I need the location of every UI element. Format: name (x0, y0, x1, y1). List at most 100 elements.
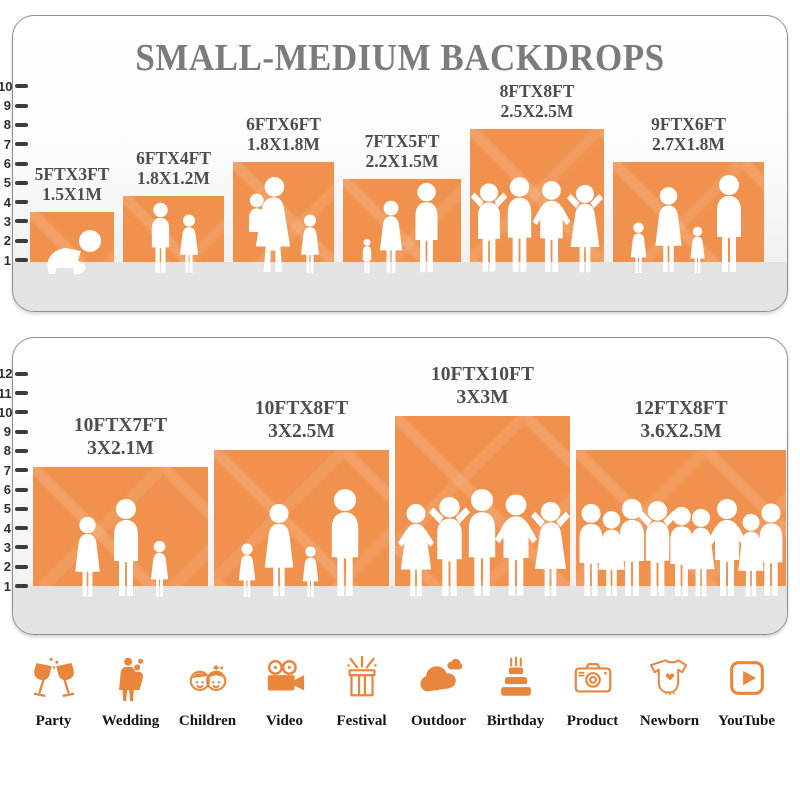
backdrop-rect (233, 162, 334, 262)
floor-strip (13, 586, 787, 634)
ruler-tick-dash (15, 200, 28, 205)
backdrop-block-10ftx8ft: 10FTX8FT 3X2.5M (214, 397, 389, 586)
category-party: Party (15, 655, 92, 730)
category-label: Product (566, 713, 619, 729)
category-birthday: Birthday (477, 655, 554, 730)
birthday-icon (500, 656, 531, 696)
ruler-tick: 6 (0, 156, 28, 171)
silhouette-group (343, 182, 461, 274)
backdrop-rect (395, 416, 570, 586)
girl-dress-silhouette (298, 214, 322, 274)
ruler-tick-dash (15, 142, 28, 147)
ruler-tick-number: 6 (3, 482, 11, 497)
ruler-tick-dash (15, 410, 28, 415)
backdrop-size-label: 9FTX6FT 2.7X1.8M (651, 114, 726, 155)
festival-icon (346, 655, 377, 697)
ruler-tick-number: 5 (3, 501, 11, 517)
ruler-tick-dash (15, 219, 28, 224)
backdrop-rect (214, 450, 389, 586)
size-feet: 10FTX10FT (431, 364, 534, 385)
ruler-tick: 3 (0, 541, 28, 554)
ruler-tick-number: 7 (3, 462, 11, 478)
backdrop-block-10ftx7ft: 10FTX7FT 3X2.1M (33, 414, 208, 586)
backdrop-rect (470, 129, 604, 262)
backdrop-size-label: 10FTX7FT 3X2.1M (74, 414, 167, 460)
ruler-top: 1 2 3 4 5 6 7 8 9 10 (0, 15, 30, 312)
ruler-tick-dash (15, 258, 28, 262)
newborn-icon (649, 659, 687, 696)
outdoor-icon (419, 658, 462, 692)
bottom-panel-canvas: 10FTX7FT 3X2.1M 10FTX8FT 3X2.5M 10FTX10FT 3X3… (12, 337, 788, 635)
baby-crawling-silhouette (40, 228, 104, 274)
ruler-tick: 4 (0, 520, 28, 536)
ruler-tick: 1 (0, 578, 28, 594)
ruler-tick: 4 (0, 196, 28, 209)
silhouette-group (30, 228, 114, 274)
backdrop-block-10ftx10ft: 10FTX10FT 3X3M (395, 363, 570, 586)
ruler-tick-dash (15, 103, 28, 108)
ruler-tick-dash (15, 584, 28, 588)
backdrop-rect (33, 467, 208, 586)
category-label: Wedding (101, 713, 160, 729)
woman-holding-child-silhouette (245, 176, 296, 274)
woman-arms-up-silhouette (565, 184, 605, 274)
ruler-tick: 5 (0, 501, 28, 517)
ruler-tick-number: 9 (3, 98, 11, 114)
category-row: Party Wedding (0, 655, 800, 730)
size-feet: 10FTX7FT (73, 415, 168, 436)
size-meters: 2.5X2.5M (500, 101, 574, 122)
silhouette-group (123, 202, 224, 274)
size-meters: 2.7X1.8M (652, 134, 725, 155)
backdrop-size-label: 8FTX8FT 2.5X2.5M (500, 81, 575, 122)
product-icon (574, 663, 611, 693)
ruler-tick-number: 8 (3, 443, 11, 459)
ruler-tick-number: 1 (3, 578, 11, 594)
ruler-tick-dash (15, 429, 28, 434)
backdrop-size-label: 10FTX8FT 3X2.5M (255, 397, 348, 443)
category-product: Product (554, 655, 631, 730)
ruler-tick-number: 2 (3, 559, 11, 575)
ruler-tick-dash (15, 545, 28, 550)
man-silhouette (106, 498, 146, 598)
ruler-tick-number: 4 (3, 520, 11, 536)
ruler-tick: 9 (0, 425, 28, 438)
video-icon (267, 659, 304, 691)
ruler-tick: 6 (0, 482, 28, 497)
top-panel-canvas: SMALL-MEDIUM BACKDROPS 5FTX3FT 1.5X1M 6FTX… (12, 15, 788, 312)
silhouette-group (395, 488, 570, 598)
category-label: Birthday (486, 713, 545, 729)
woman-silhouette (376, 200, 406, 274)
ruler-tick: 7 (0, 462, 28, 478)
backdrop-block-7ftx5ft: 7FTX5FT 2.2X1.5M (343, 131, 461, 262)
floor-strip (13, 262, 787, 311)
backdrop-rect (30, 212, 114, 262)
ruler-tick-number: 10 (0, 404, 13, 420)
size-meters: 1.5X1M (42, 184, 102, 205)
ruler-tick: 2 (0, 234, 28, 247)
ruler-tick-dash (15, 180, 28, 185)
backdrop-size-label: 10FTX10FT 3X3M (431, 363, 534, 409)
page-title: SMALL-MEDIUM BACKDROPS (135, 36, 665, 79)
size-meters: 1.8X1.8M (247, 134, 320, 155)
category-children: Children (169, 655, 246, 730)
ruler-tick-dash (15, 161, 28, 166)
ruler-tick-dash (15, 122, 28, 127)
silhouette-group (470, 176, 604, 274)
ruler-tick-number: 11 (0, 385, 12, 401)
category-wedding: Wedding (92, 655, 169, 730)
ruler-tick-dash (15, 487, 28, 492)
ruler-tick-number: 6 (3, 156, 11, 171)
ruler-tick: 7 (0, 138, 28, 151)
backdrop-size-label: 6FTX6FT 1.8X1.8M (246, 114, 321, 155)
size-feet: 5FTX3FT (34, 163, 110, 184)
backdrop-rect (343, 179, 461, 262)
girl-dress-silhouette (177, 214, 201, 274)
party-icon (33, 657, 74, 697)
ruler-tick: 9 (0, 98, 28, 114)
backdrop-size-label: 7FTX5FT 2.2X1.5M (365, 131, 440, 172)
category-outdoor: Outdoor (400, 655, 477, 730)
man-silhouette (323, 488, 367, 598)
girl-dress-silhouette (628, 222, 649, 274)
silhouette-group (33, 498, 208, 598)
ruler-tick: 11 (0, 385, 28, 401)
